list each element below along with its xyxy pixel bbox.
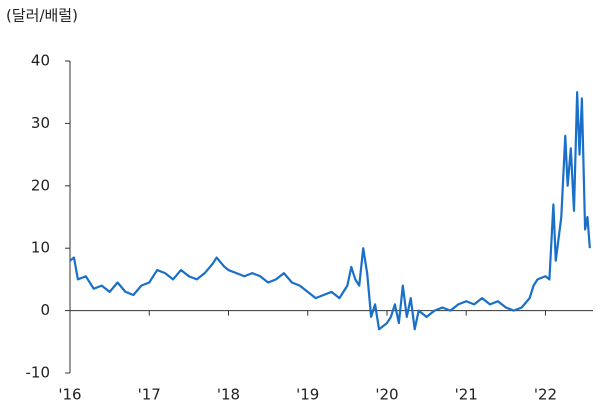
- x-tick-label: '20: [375, 386, 398, 404]
- data-line: [69, 91, 591, 331]
- x-tick-label: '16: [58, 386, 81, 404]
- y-tick-label: 10: [31, 239, 50, 257]
- x-tick-label: '17: [138, 386, 161, 404]
- y-tick-label: 0: [40, 301, 50, 319]
- unit-label: (달러/배럴): [6, 7, 78, 25]
- y-tick-label: 30: [31, 114, 50, 132]
- y-tick-label: -10: [26, 364, 51, 382]
- x-tick-label: '22: [534, 386, 557, 404]
- x-tick-label: '21: [455, 386, 478, 404]
- y-tick-label: 20: [31, 176, 50, 194]
- y-tick-label: 40: [31, 52, 50, 70]
- x-tick-label: '18: [217, 386, 240, 404]
- x-tick-label: '19: [296, 386, 319, 404]
